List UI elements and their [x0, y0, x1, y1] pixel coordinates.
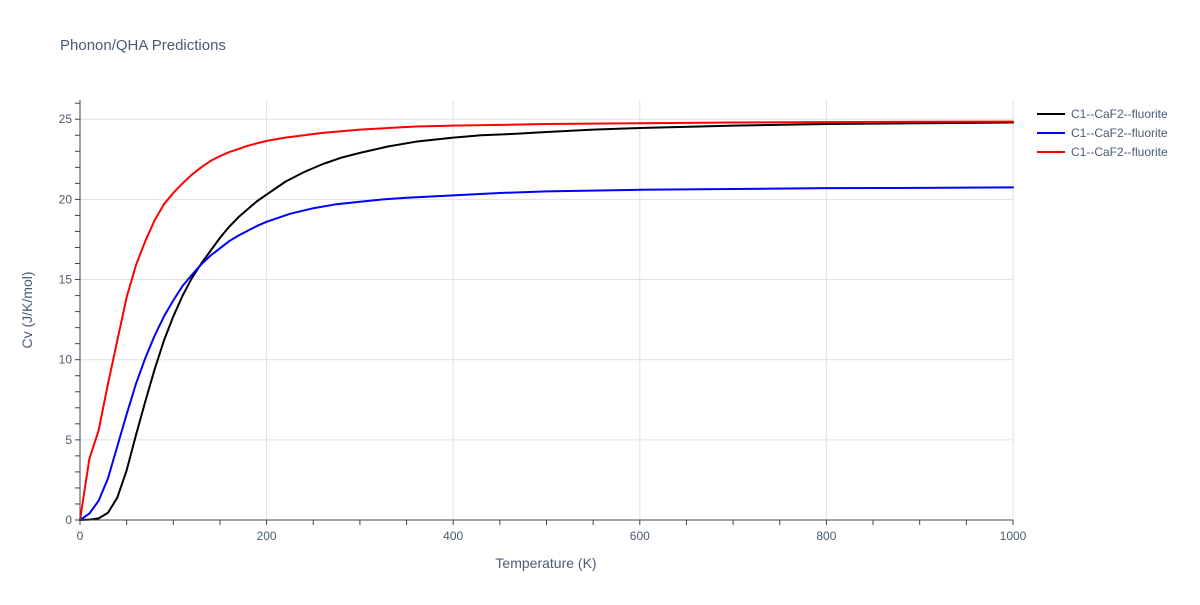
legend-label: C1--CaF2--fluorite	[1071, 145, 1168, 159]
y-tick-label: 5	[65, 433, 72, 447]
y-tick-label: 20	[59, 192, 73, 206]
x-axis-label: Temperature (K)	[495, 555, 596, 571]
x-tick-label: 200	[257, 529, 277, 543]
series-line[interactable]	[79, 120, 1014, 521]
chart-title: Phonon/QHA Predictions	[60, 37, 226, 54]
legend-item[interactable]: C1--CaF2--fluorite	[1037, 107, 1168, 121]
x-tick-label: 1000	[1000, 529, 1027, 543]
y-tick-label: 10	[59, 353, 73, 367]
x-tick-label: 600	[630, 529, 650, 543]
legend[interactable]: C1--CaF2--fluorite C1--CaF2--fluorite C1--…	[1037, 107, 1168, 159]
axes: 0 200 400 600 800 1000 0 5 10 15 20 25	[59, 100, 1027, 543]
y-axis-label: Cv (J/K/mol)	[19, 272, 35, 349]
series-lines	[79, 120, 1014, 521]
legend-item[interactable]: C1--CaF2--fluorite	[1037, 126, 1168, 140]
series-line[interactable]	[79, 186, 1014, 521]
series-line[interactable]	[79, 121, 1014, 521]
grid-lines	[80, 100, 1014, 520]
x-tick-label: 800	[816, 529, 836, 543]
y-tick-label: 25	[59, 112, 73, 126]
legend-item[interactable]: C1--CaF2--fluorite	[1037, 145, 1168, 159]
y-tick-label: 0	[65, 513, 72, 527]
x-tick-label: 400	[443, 529, 463, 543]
x-tick-label: 0	[77, 529, 84, 543]
legend-label: C1--CaF2--fluorite	[1071, 107, 1168, 121]
legend-label: C1--CaF2--fluorite	[1071, 126, 1168, 140]
y-tick-label: 15	[59, 273, 73, 287]
